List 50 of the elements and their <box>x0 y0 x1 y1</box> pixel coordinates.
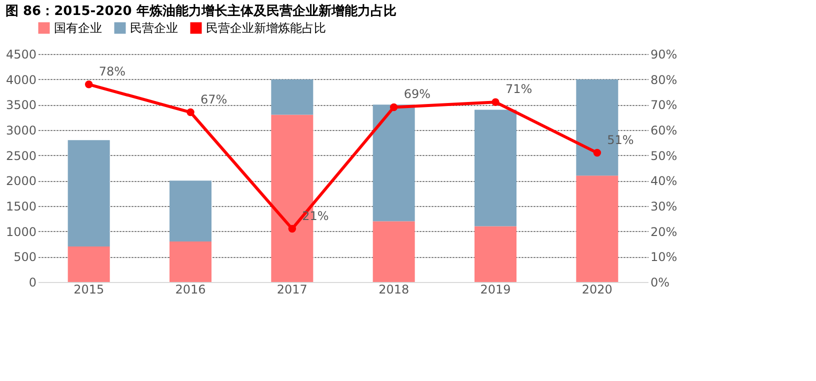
data-label: 67% <box>200 92 228 106</box>
legend-label: 国有企业 <box>54 21 102 35</box>
x-tick-label: 2020 <box>582 282 612 296</box>
bar <box>170 241 212 282</box>
bar <box>474 226 516 282</box>
y-tick-label: 1500 <box>6 200 36 214</box>
y2-tick-label: 10% <box>650 250 678 264</box>
point <box>186 108 194 116</box>
bar <box>372 221 415 282</box>
y-tick-label: 4500 <box>6 48 36 62</box>
y2-tick-label: 60% <box>650 124 678 138</box>
x-tick-label: 2018 <box>378 282 410 296</box>
x-tick-label: 2016 <box>175 282 206 296</box>
legend-label: 民营企业新增炼能占比 <box>206 21 326 35</box>
bar <box>68 246 110 282</box>
y-tick-label: 3500 <box>6 98 36 112</box>
x-tick-label: 2017 <box>276 282 308 296</box>
bar <box>68 140 110 247</box>
y-tick-label: 1000 <box>6 224 36 239</box>
data-label: 71% <box>506 82 532 96</box>
legend-label: 民营企业 <box>130 21 178 35</box>
point <box>593 148 602 157</box>
bar <box>372 104 415 222</box>
x-tick-label: 2019 <box>480 282 511 296</box>
y2-tick-label: 70% <box>650 98 678 112</box>
y-tick-label: 3000 <box>6 124 36 138</box>
bar <box>271 79 314 115</box>
x-tick-label: 2015 <box>74 282 104 296</box>
y2-tick-label: 30% <box>650 200 678 214</box>
data-label: 69% <box>404 87 431 102</box>
bar <box>170 180 212 242</box>
y2-tick-label: 80% <box>650 72 678 87</box>
y2-tick-label: 50% <box>650 148 678 163</box>
y2-tick-label: 20% <box>650 224 678 239</box>
y2-tick-label: 40% <box>650 174 678 188</box>
point <box>288 224 296 233</box>
y-tick-label: 0 <box>28 276 36 290</box>
y-tick-label: 2000 <box>6 174 36 188</box>
point <box>390 103 398 112</box>
bar <box>576 176 618 282</box>
bar <box>474 110 516 226</box>
y2-tick-label: 90% <box>650 48 678 62</box>
data-label: 78% <box>98 64 126 78</box>
point <box>492 98 500 106</box>
y-tick-label: 2500 <box>6 148 36 163</box>
y2-tick-label: 0% <box>650 276 670 290</box>
point <box>84 80 93 88</box>
y-tick-label: 500 <box>14 250 36 264</box>
chart-title: 图 86：2015-2020 年炼油能力增长主体及民营企业新增能力占比 <box>5 3 396 19</box>
y-tick-label: 4000 <box>6 72 36 87</box>
